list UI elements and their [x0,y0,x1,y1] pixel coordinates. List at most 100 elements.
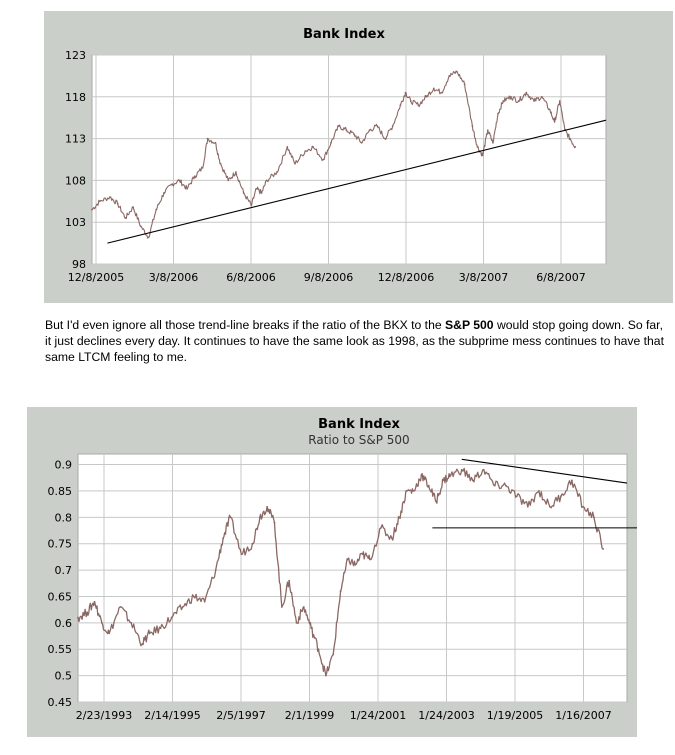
chart1-data-point [517,100,520,102]
chart2-data-point [427,484,430,487]
paragraph-bold-sp500: S&P 500 [445,318,494,332]
paragraph-text-1: But I'd even ignore all those trend-line… [45,318,446,332]
chart1-data-point [502,100,505,102]
chart2-subtitle: Ratio to S&P 500 [308,433,409,447]
chart1-data-point [193,175,196,178]
chart1-data-point [425,95,427,98]
chart1-y-tick-label: 98 [72,258,86,271]
chart1-x-tick-label: 3/8/2006 [149,271,198,284]
chart1-data-point [409,100,412,102]
chart1-data-point [242,192,245,194]
chart1-data-point [548,108,551,111]
chart2-data-point [141,643,144,645]
chart1-data-point [404,91,407,94]
chart2-data-point [240,553,243,556]
chart2-y-tick-label: 0.9 [55,459,73,472]
chart1-data-point [476,146,479,148]
chart2-x-tick-label: 1/24/2001 [350,709,406,722]
chart2-series [77,467,605,677]
chart1-data-point [384,137,386,140]
chart2-data-point [571,479,573,482]
chart2-x-tick-label: 1/19/2005 [487,709,543,722]
chart1-data-point [525,91,528,94]
chart1-data-point [391,125,394,127]
chart1-data-point [170,183,173,186]
chart1-data-point [471,125,474,127]
chart1-data-point [376,125,379,127]
chart2-data-point [295,621,298,624]
chart2-y-tick-label: 0.45 [48,696,73,709]
chart2-data-point [273,521,276,524]
chart1-data-point [155,208,158,211]
chart2-data-point [266,505,269,508]
chart1-data-point [98,200,101,203]
chart1-data-point [91,208,93,211]
chart2-data-point [93,600,96,603]
chart2-data-point [332,653,335,656]
chart1-data-point [492,141,494,144]
chart1-panel: Bank Index 98 103 108 113 118 123 12/8/2005 3/… [44,11,673,303]
chart2-data-point [526,505,529,508]
chart2-data-point [324,674,327,677]
paragraph-text-2: would stop going down. So far, it just d… [45,318,664,364]
chart2-x-axis: 2/23/1993 2/14/1995 2/5/1997 2/1/1999 1/24/2… [76,709,612,722]
chart1-data-point [147,236,150,239]
chart2-data-point [413,490,415,492]
chart1-data-point [486,129,489,132]
chart2-data-point [86,611,89,614]
chart2-data-point [582,505,584,508]
commentary-paragraph: But I'd even ignore all those trend-line… [45,317,665,365]
chart1-data-point [109,196,111,199]
chart2-data-point [460,468,463,471]
chart1-y-tick-label: 103 [65,216,86,229]
chart2-svg: Bank Index Ratio to S&P 500 0.450.50.550… [48,417,637,722]
chart1-data-point [206,137,209,140]
chart1-data-point [432,87,435,90]
chart1-data-point [337,125,340,127]
chart2-data-point [361,553,364,556]
chart1-x-tick-label: 12/8/2006 [378,271,434,284]
chart1-x-tick-label: 6/8/2006 [226,271,275,284]
chart1-data-point [574,146,577,148]
chart1-data-point [448,75,451,77]
chart1-data-point [265,179,268,182]
chart2-data-point [203,600,206,603]
chart2-data-point [420,474,423,477]
chart2-y-axis: 0.45 0.5 0.55 0.6 0.65 0.7 0.75 0.8 0.85 0.9 [48,459,73,709]
chart2-y-tick-label: 0.5 [55,670,73,683]
chart2-data-point [369,558,371,561]
chart1-data-point [124,217,127,219]
chart1-svg: Bank Index 98 103 108 113 118 123 12/8/2005 3/… [65,27,607,284]
chart2-data-point [482,468,485,471]
chart2-data-point [251,542,254,545]
chart2-data-point [77,616,79,619]
chart1-data-point [294,162,296,165]
chart1-x-axis: 12/8/2005 3/8/2006 6/8/2006 9/8/2006 12/8/20… [68,271,586,284]
chart2-x-tick-label: 2/23/1993 [76,709,132,722]
chart1-data-point [360,141,363,144]
chart2-data-point [504,484,507,487]
chart1-data-point [440,91,443,94]
chart2-y-tick-label: 0.85 [48,485,73,498]
chart2-data-point [159,627,162,630]
chart2-gridlines [78,454,627,703]
chart1-data-point [456,70,458,73]
chart2-data-point [515,495,518,498]
chart1-data-point [510,95,512,98]
chart1-data-point [186,187,188,190]
chart1-data-point [227,179,230,182]
chart2-x-tick-label: 2/14/1995 [144,709,200,722]
chart1-data-point [178,179,181,182]
chart1-data-point [116,202,119,205]
chart2-data-point [317,648,320,651]
chart1-data-point [214,141,217,144]
chart1-data-point [304,150,307,153]
chart2-data-point [391,537,393,540]
chart2-data-point [537,490,540,492]
chart1-data-point [463,83,466,86]
chart2-trendlines [432,458,637,529]
chart2-trendline-resistance [461,458,628,484]
chart1-data-point [276,171,278,173]
chart2-data-point [181,606,184,608]
chart1-title: Bank Index [303,27,385,42]
